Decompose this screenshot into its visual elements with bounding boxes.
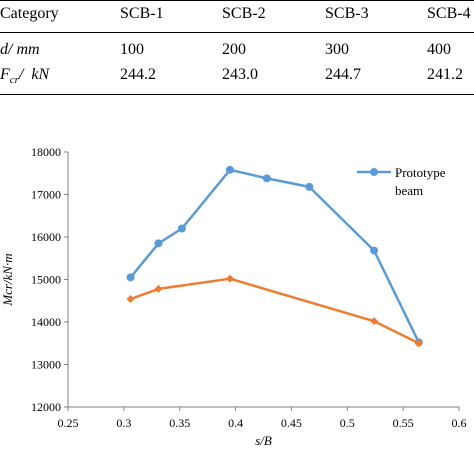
parameter-table: Category SCB-1 SCB-2 SCB-3 SCB-4 d/ mm 1…: [0, 0, 474, 100]
y-tick-label: 17000: [31, 188, 61, 202]
y-tick-label: 16000: [31, 230, 61, 244]
series-1-point: [177, 224, 186, 233]
table-row-fcr: Fcr/ kN 244.2 243.0 244.7 241.2: [0, 66, 474, 90]
x-tick-label: 0.25: [58, 416, 79, 430]
y-tick-label: 13000: [31, 358, 61, 372]
series-2-point: [414, 339, 423, 348]
series-1-point: [370, 246, 379, 255]
y-tick-label: 18000: [31, 145, 61, 159]
series-1: [126, 165, 423, 347]
series-2-point: [154, 284, 163, 293]
y-tick-label: 14000: [31, 315, 61, 329]
cell-d-2: 200: [222, 41, 246, 58]
cell-fcr-2: 243.0: [222, 66, 258, 83]
x-ticks: 0.25 0.3 0.35 0.4 0.45 0.5 0.55 0.6: [58, 407, 467, 430]
x-tick-label: 0.6: [452, 416, 467, 430]
cell-fcr-4: 241.2: [427, 66, 463, 83]
header-category: Category: [0, 5, 59, 22]
x-tick-label: 0.35: [169, 416, 190, 430]
series-1-point: [126, 273, 135, 282]
series-2-point: [370, 317, 379, 326]
table-top-rule: [0, 0, 474, 1]
cell-d-1: 100: [120, 41, 144, 58]
table-row-d: d/ mm 100 200 300 400: [0, 41, 474, 65]
series-1-point: [154, 239, 163, 248]
header-scb-4: SCB-4: [427, 5, 471, 22]
row-label-d: d/ mm: [0, 41, 40, 58]
series-2-point: [225, 274, 234, 283]
y-ticks: 12000 13000 14000 15000 16000 17000 18000: [31, 145, 68, 414]
x-axis-label: s/B: [255, 433, 272, 448]
cell-d-3: 300: [325, 41, 349, 58]
y-tick-label: 12000: [31, 400, 61, 414]
table-bottom-rule: [0, 94, 474, 95]
row-label-fcr: Fcr/ kN: [0, 66, 50, 87]
series-2-point: [126, 295, 135, 304]
series-1-line: [129, 168, 420, 343]
header-scb-1: SCB-1: [120, 5, 164, 22]
x-tick-label: 0.55: [393, 416, 414, 430]
legend-label: Prototype: [395, 165, 446, 180]
series-1-point: [305, 182, 314, 191]
header-scb-3: SCB-3: [325, 5, 369, 22]
x-tick-label: 0.4: [228, 416, 243, 430]
header-scb-2: SCB-2: [222, 5, 266, 22]
series-layer: [126, 165, 423, 348]
series-1-point: [225, 165, 234, 174]
legend-marker: [370, 168, 378, 176]
table-header-row: Category SCB-1 SCB-2 SCB-3 SCB-4: [0, 5, 474, 29]
series-1-point: [262, 174, 271, 183]
legend-label-continued: beam: [395, 183, 423, 198]
series-2: [126, 274, 423, 348]
y-tick-label: 15000: [31, 273, 61, 287]
x-tick-label: 0.45: [281, 416, 302, 430]
table-header-rule: [0, 32, 474, 33]
cell-fcr-1: 244.2: [120, 66, 156, 83]
cell-d-4: 400: [427, 41, 451, 58]
x-tick-label: 0.3: [116, 416, 131, 430]
legend: Prototype beam: [357, 165, 446, 198]
cell-fcr-3: 244.7: [325, 66, 361, 83]
y-axis-label: Mcr/kN·m: [0, 253, 15, 306]
x-tick-label: 0.5: [340, 416, 355, 430]
line-chart: 12000 13000 14000 15000 16000 17000 18000 0.25…: [0, 145, 467, 448]
series-2-line: [130, 277, 420, 345]
